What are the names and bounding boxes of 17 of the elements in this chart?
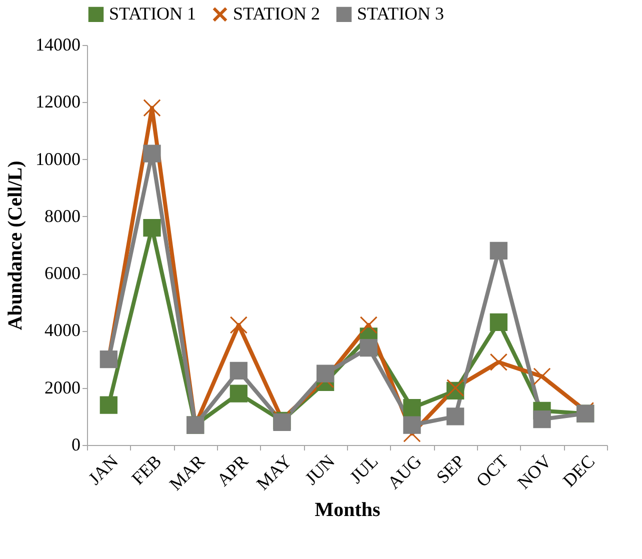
legend-label: STATION 2: [233, 3, 320, 24]
y-tick-label: 10000: [36, 148, 80, 169]
y-tick-label: 6000: [44, 263, 80, 284]
x-tick-label: SEP: [432, 451, 469, 488]
x-tick-label: FEB: [128, 451, 166, 489]
legend-label: STATION 1: [109, 3, 196, 24]
y-tick-label: 14000: [36, 34, 80, 54]
x-tick-label: JUL: [346, 451, 382, 488]
y-tick-label: 2000: [44, 377, 80, 398]
y-tick-label: 0: [72, 434, 80, 454]
y-tick-label: 4000: [44, 320, 80, 340]
legend-label: STATION 3: [357, 3, 444, 24]
x-axis-title: Months: [314, 499, 380, 522]
y-axis-title: Abundance (Cell/L): [4, 160, 26, 330]
y-tick-label: 8000: [44, 206, 80, 226]
y-tick-label: 12000: [36, 92, 80, 112]
x-tick-label: APR: [212, 451, 252, 490]
